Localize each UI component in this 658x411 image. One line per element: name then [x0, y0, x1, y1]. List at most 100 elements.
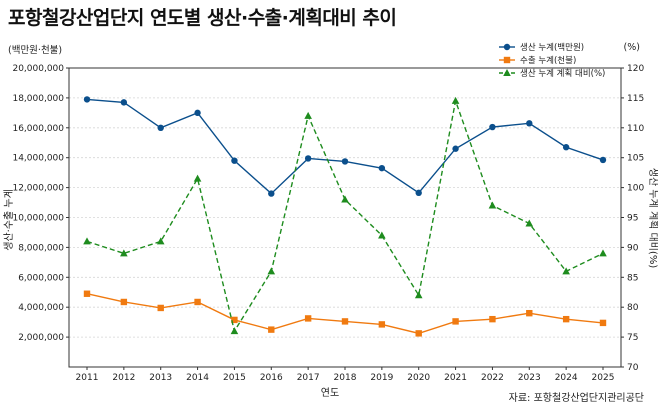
x-axis-label: 연도: [321, 387, 339, 399]
data-point: [83, 290, 91, 297]
y-tick-label: 16,000,000: [12, 124, 64, 134]
data-point: [157, 304, 164, 312]
x-tick-label: 2020: [407, 373, 430, 383]
y2-tick-label: 120: [627, 64, 644, 74]
y2-tick-label: 95: [627, 214, 638, 224]
data-point: [378, 231, 386, 239]
legend-marker: [503, 56, 511, 64]
y-tick-label: 10,000,000: [12, 214, 64, 224]
y2-tick-label: 105: [627, 154, 644, 164]
data-point: [526, 309, 533, 317]
legend: 생산 누계(백만원) 수출 누계(천불) 생산 누계 계획 대비(%): [499, 42, 605, 79]
x-tick-label: 2015: [223, 373, 246, 383]
chart-title: 포항철강산업단지 연도별 생산·수출·계획대비 추이: [8, 7, 397, 29]
data-point: [157, 124, 164, 131]
data-point: [488, 201, 497, 209]
series-layer: [83, 96, 607, 337]
data-point: [120, 99, 128, 106]
right-axis-unit: (%): [623, 42, 640, 53]
data-point: [268, 190, 275, 197]
data-point: [414, 291, 423, 299]
data-point: [452, 145, 459, 152]
data-point: [341, 318, 349, 325]
x-tick-label: 2024: [555, 373, 578, 383]
x-tick-label: 2021: [444, 373, 467, 383]
legend-marker: [503, 69, 511, 76]
y2-tick-label: 70: [627, 363, 639, 373]
data-point: [341, 158, 349, 165]
data-point: [562, 267, 570, 275]
legend-item: 생산 누계(백만원): [499, 42, 584, 53]
legend-item: 생산 누계 계획 대비(%): [499, 68, 605, 79]
data-point: [304, 155, 312, 162]
data-point: [489, 123, 496, 131]
x-tick-label: 2014: [186, 373, 209, 383]
series-line: [86, 293, 604, 335]
series-line: [86, 98, 604, 333]
x-tick-label: 2022: [481, 373, 504, 383]
source-note: 자료: 포항철강산업단지관리공단: [508, 393, 644, 404]
y2-tick-label: 75: [627, 333, 638, 343]
left-axis-ticks: 2,000,000 4,000,000 6,000,000 8,000,000 10,0…: [12, 64, 69, 343]
data-point: [452, 318, 459, 325]
data-point: [304, 315, 312, 322]
x-tick-label: 2017: [297, 373, 320, 383]
data-point: [526, 120, 533, 127]
data-point: [194, 298, 201, 306]
x-tick-label: 2011: [76, 373, 99, 383]
data-point: [231, 157, 238, 164]
x-tick-label: 2025: [592, 373, 615, 383]
legend-item: 수출 누계(천불): [499, 55, 576, 66]
data-point: [599, 319, 607, 327]
data-point: [451, 96, 460, 104]
y-tick-label: 8,000,000: [18, 243, 64, 253]
right-axis-ticks: 70 75 80 85 90 95 100 105 110 115 120: [621, 64, 644, 373]
series-1: [83, 290, 607, 337]
x-tick-label: 2013: [149, 373, 172, 383]
y2-axis-label: 생산 누계 계획 대비(%): [647, 168, 658, 269]
x-tick-label: 2023: [518, 373, 541, 383]
data-point: [267, 267, 276, 275]
data-point: [193, 174, 202, 182]
data-point: [83, 237, 91, 245]
x-tick-label: 2018: [334, 373, 357, 383]
x-tick-label: 2016: [260, 373, 283, 383]
gridlines: [69, 67, 621, 338]
y2-tick-label: 115: [627, 94, 644, 104]
data-point: [231, 316, 238, 324]
data-point: [156, 237, 165, 245]
y-tick-label: 20,000,000: [12, 64, 64, 74]
data-point: [83, 96, 91, 103]
series-2: [83, 96, 607, 335]
x-tick-label: 2019: [370, 373, 393, 383]
data-point: [120, 249, 128, 257]
data-point: [599, 156, 607, 164]
y-tick-label: 14,000,000: [12, 154, 64, 164]
data-point: [378, 164, 386, 172]
y-axis-label: 생산·수출 누계: [3, 189, 15, 251]
data-point: [562, 315, 570, 323]
left-axis-unit: (백만원·천불): [8, 45, 63, 56]
y-tick-label: 2,000,000: [18, 333, 64, 343]
y2-tick-label: 85: [627, 273, 638, 283]
legend-label: 생산 누계 계획 대비(%): [520, 68, 605, 79]
data-point: [415, 330, 422, 337]
data-point: [378, 321, 386, 328]
data-point: [268, 326, 275, 333]
data-point: [599, 249, 607, 257]
data-point: [525, 219, 534, 227]
data-point: [194, 109, 201, 117]
data-point: [562, 144, 570, 151]
y-tick-label: 6,000,000: [18, 273, 64, 283]
data-point: [489, 315, 496, 323]
x-axis-ticks: 2011 2012 2013 2014 2015 2016 2017 2018 2019 2020…: [76, 367, 615, 383]
y2-tick-label: 90: [627, 243, 639, 253]
x-tick-label: 2012: [112, 373, 135, 383]
legend-marker: [503, 43, 511, 51]
y-tick-label: 12,000,000: [12, 184, 64, 194]
series-line: [86, 98, 604, 195]
legend-label: 생산 누계(백만원): [520, 42, 584, 53]
y2-tick-label: 110: [627, 124, 644, 134]
data-point: [341, 195, 349, 203]
